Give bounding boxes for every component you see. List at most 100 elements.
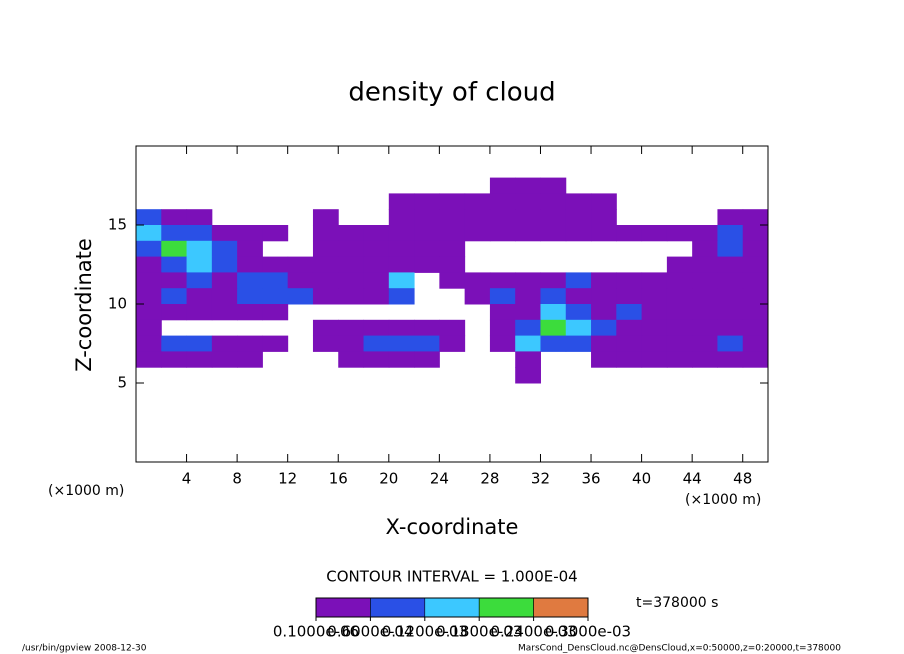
cell — [490, 367, 516, 383]
cell — [717, 256, 744, 273]
cell — [464, 288, 491, 305]
cell — [515, 193, 541, 210]
cell — [591, 178, 617, 194]
colorbar-label: 0.6000e-04 — [327, 623, 413, 641]
cell — [388, 209, 415, 226]
cell — [666, 304, 693, 321]
cell — [591, 319, 617, 337]
cell — [414, 240, 440, 258]
x-tick-label: 28 — [480, 470, 499, 488]
cell — [338, 256, 365, 273]
cell — [262, 225, 289, 242]
cell — [313, 351, 339, 367]
cell — [666, 256, 693, 273]
cell — [591, 209, 617, 226]
cell — [540, 225, 567, 242]
cell — [641, 304, 668, 321]
cell — [136, 272, 162, 289]
cell — [464, 209, 491, 226]
cell — [288, 241, 314, 257]
cell — [414, 193, 440, 210]
cell — [692, 225, 718, 242]
cell — [262, 178, 288, 194]
cell — [363, 319, 390, 337]
cell — [161, 256, 188, 273]
cell — [616, 288, 643, 305]
y-units: (×1000 m) — [48, 483, 124, 499]
footer-left: /usr/bin/gpview 2008-12-30 — [22, 644, 147, 654]
cell — [388, 225, 415, 242]
y-axis-label: Z-coordinate — [72, 238, 96, 372]
cell — [363, 272, 390, 289]
cell — [388, 351, 415, 368]
cell — [616, 272, 643, 289]
cell — [666, 335, 693, 352]
cell — [742, 335, 769, 352]
cell — [515, 288, 541, 305]
cell — [515, 209, 541, 226]
cell — [566, 257, 592, 273]
cell — [262, 367, 288, 383]
cell — [717, 351, 744, 368]
cell — [312, 335, 339, 352]
cell — [414, 351, 440, 368]
cell — [692, 351, 718, 368]
cell — [666, 319, 693, 337]
cell — [414, 319, 440, 337]
cell — [566, 367, 592, 383]
footer-right: MarsCond_DensCloud.nc@DensCloud,x=0:5000… — [518, 644, 841, 654]
cell — [591, 335, 617, 352]
cell — [465, 367, 491, 383]
cell — [237, 178, 263, 194]
cell — [262, 193, 288, 209]
cell — [288, 336, 314, 352]
x-tick-label: 12 — [278, 470, 297, 488]
cell — [136, 225, 162, 242]
cell — [591, 241, 617, 257]
cell — [489, 288, 516, 305]
cell — [388, 335, 415, 352]
cell — [364, 193, 390, 209]
cell — [439, 351, 465, 367]
cell — [161, 288, 188, 305]
cell — [136, 288, 162, 305]
cell — [414, 367, 440, 383]
cell — [262, 335, 289, 352]
x-axis-label: X-coordinate — [386, 515, 519, 539]
cell — [742, 304, 769, 321]
cell — [565, 319, 592, 337]
cell — [692, 178, 718, 194]
cell — [262, 351, 288, 367]
cell — [262, 241, 288, 257]
cell — [288, 367, 314, 383]
cell — [692, 272, 718, 289]
cell — [667, 241, 693, 257]
cell — [312, 288, 339, 305]
cell — [515, 367, 541, 384]
cell — [717, 304, 744, 321]
cell — [439, 178, 465, 194]
cell — [667, 367, 693, 383]
cell — [515, 335, 541, 352]
cell — [287, 256, 314, 273]
cell — [489, 193, 516, 210]
cell — [540, 241, 566, 257]
cell — [186, 225, 213, 242]
x-tick-label: 48 — [733, 470, 752, 488]
cell — [414, 256, 440, 273]
cell — [186, 351, 213, 368]
cell — [211, 351, 238, 368]
cell — [212, 320, 238, 336]
cell — [136, 256, 162, 273]
x-tick-label: 16 — [329, 470, 348, 488]
time-label: t=378000 s — [636, 595, 718, 611]
cell — [717, 178, 743, 194]
cell — [464, 193, 491, 210]
y-tick-label: 15 — [108, 216, 127, 234]
cell — [717, 225, 744, 242]
cell — [388, 193, 415, 210]
cell — [364, 367, 390, 383]
cell — [313, 178, 339, 194]
cell — [186, 209, 213, 226]
x-tick-label: 24 — [430, 470, 449, 488]
